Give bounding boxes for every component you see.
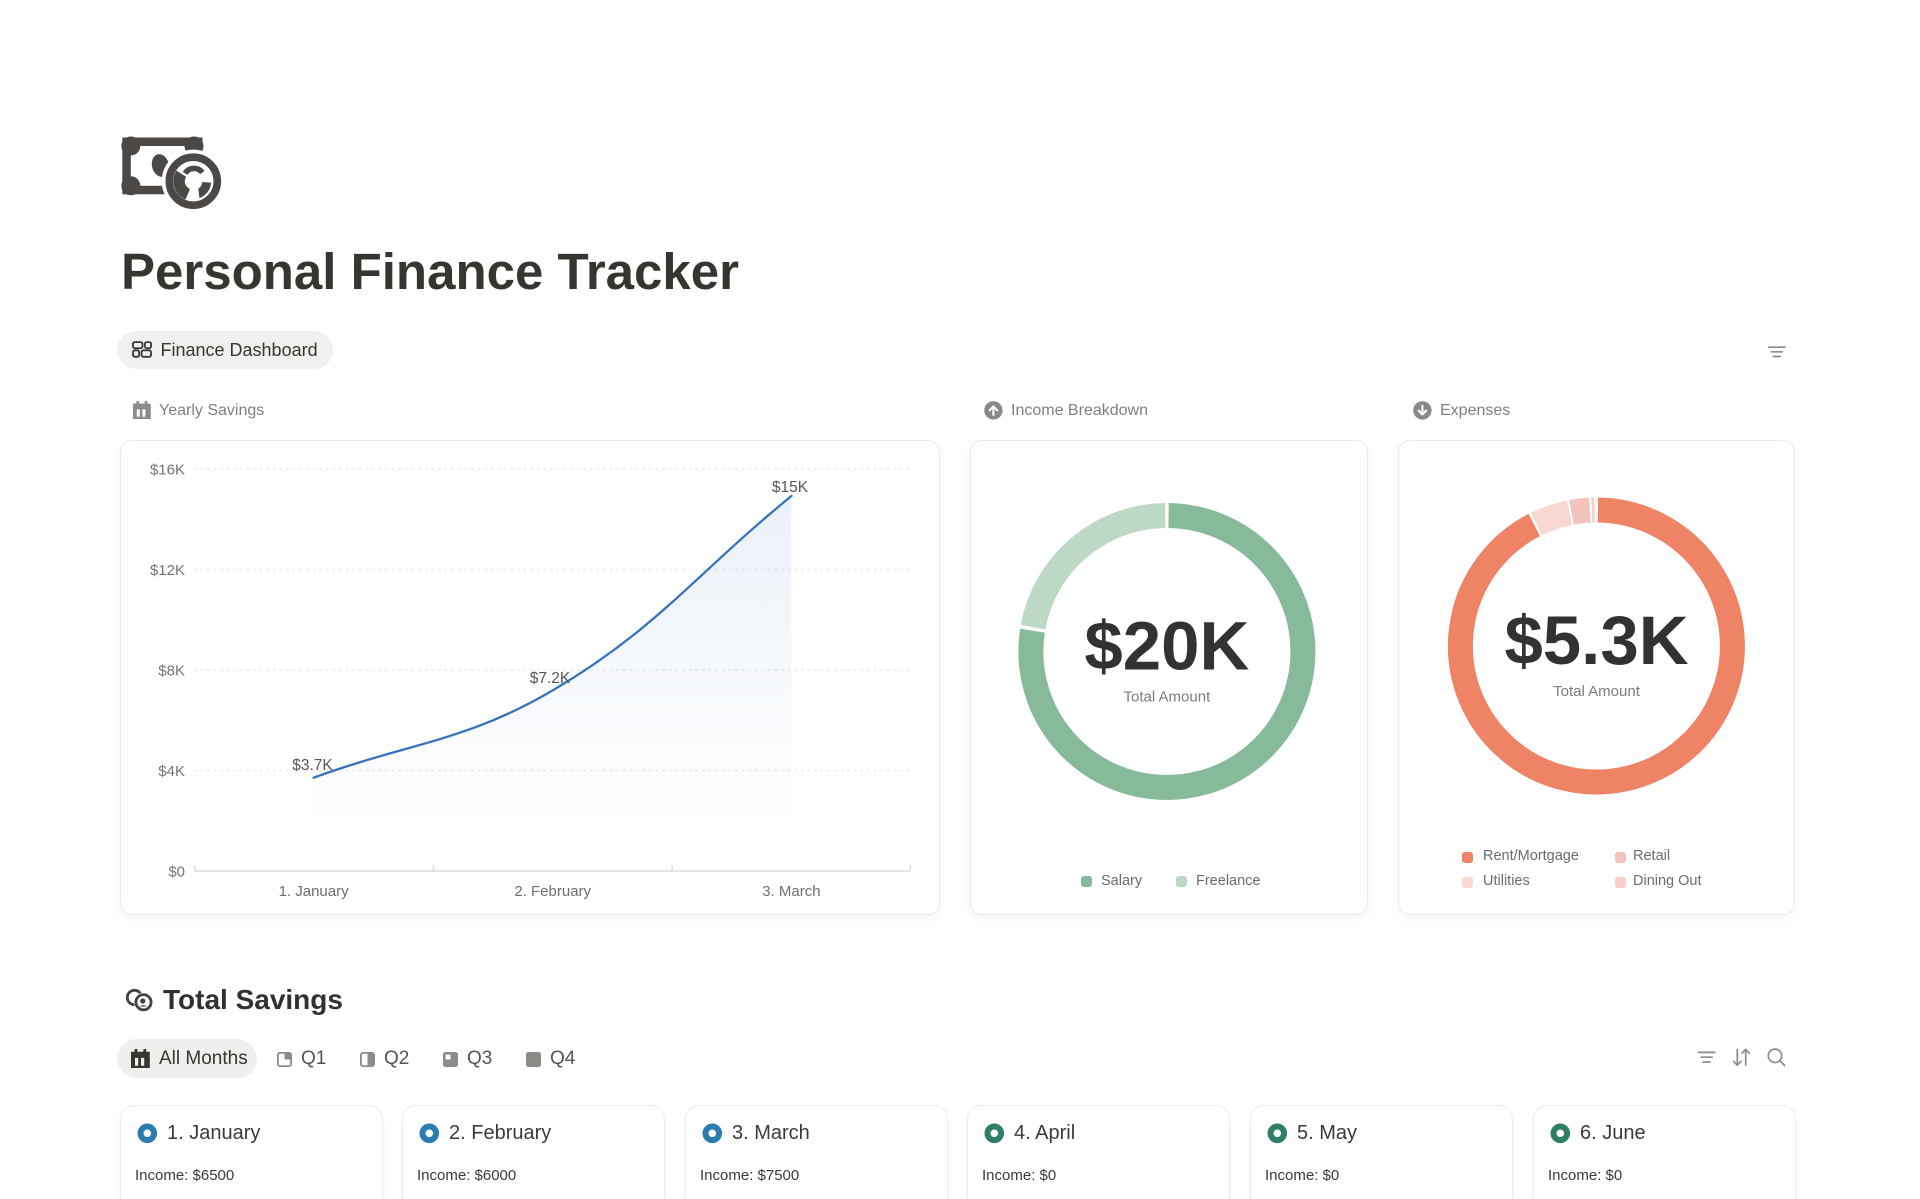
svg-text:3. March: 3. March [762,883,820,900]
svg-text:1. January: 1. January [279,883,350,900]
svg-text:$15K: $15K [772,479,809,496]
svg-text:$8K: $8K [158,663,185,680]
svg-text:$20K: $20K [1084,608,1249,685]
svg-text:Total Amount: Total Amount [1553,683,1641,700]
svg-text:$12K: $12K [150,562,185,579]
svg-text:$4K: $4K [158,763,185,780]
svg-text:Total Amount: Total Amount [1124,689,1212,706]
svg-text:$16K: $16K [150,462,185,479]
svg-text:$3.7K: $3.7K [292,757,333,774]
svg-text:$7.2K: $7.2K [530,670,571,687]
svg-text:$5.3K: $5.3K [1504,602,1688,679]
svg-text:$0: $0 [168,864,185,881]
svg-text:2. February: 2. February [514,883,591,900]
